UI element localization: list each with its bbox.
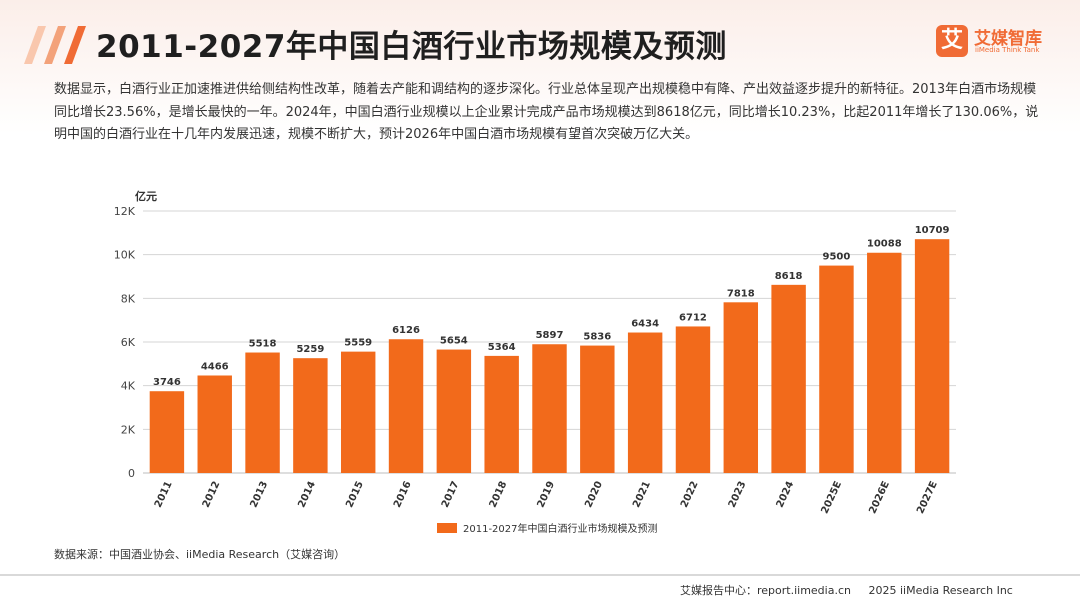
x-tick-label: 2027E [915,479,940,515]
x-tick-label: 2025E [820,479,845,515]
bar [149,391,185,473]
brand-logo: 艾 艾媒智库 iiMedia Think Tank [936,24,1076,64]
x-tick-label: 2014 [296,480,318,510]
x-tick-label: 2024 [775,480,797,510]
bar [723,302,759,473]
x-tick-label: 2012 [201,480,223,510]
x-tick-label: 2016 [392,480,414,510]
data-label: 6126 [392,325,420,336]
x-tick-label: 2017 [440,480,462,510]
data-source: 数据来源：中国酒业协会、iiMedia Research（艾媒咨询） [54,548,346,561]
y-tick-label: 2K [121,423,136,436]
data-label: 10088 [867,239,902,250]
title-slash-decoration [24,26,86,64]
bar [245,352,280,473]
x-tick-label: 2013 [249,480,271,510]
page-title: 2011-2027年中国白酒行业市场规模及预测 [96,29,727,65]
footer-divider [0,574,1080,576]
data-label: 5654 [440,336,468,347]
brand-logo-icon: 艾 [936,25,968,57]
x-tick-label: 2019 [535,480,557,510]
data-label: 5259 [296,344,324,355]
data-label: 4466 [201,361,229,372]
x-tick-label: 2022 [679,480,701,510]
bar [867,252,902,473]
data-label: 7818 [727,288,755,299]
y-tick-label: 6K [121,336,136,349]
bar [532,344,567,473]
data-label: 6712 [679,312,707,323]
bar [771,284,806,473]
data-label: 5518 [249,339,277,350]
bar [914,239,950,473]
data-label: 3746 [153,377,181,388]
bar [388,339,424,473]
data-label: 5364 [488,342,516,353]
footer: 艾媒报告中心：report.iimedia.cn 2025 iiMedia Re… [680,582,1027,598]
data-label: 8618 [775,271,803,282]
x-tick-label: 2018 [488,480,510,510]
y-tick-label: 8K [121,292,136,305]
bar [484,355,519,473]
footer-report-center: 艾媒报告中心：report.iimedia.cn [680,584,851,597]
x-tick-label: 2015 [344,480,366,510]
bar [580,345,615,473]
bar [627,332,663,473]
x-tick-label: 2026E [867,479,892,515]
x-tick-label: 2023 [727,480,749,510]
x-tick-label: 2020 [583,480,605,510]
brand-name: 艾媒智库 [974,29,1042,49]
data-label: 10709 [915,225,950,236]
footer-copyright: 2025 iiMedia Research Inc [868,584,1013,597]
legend-swatch [437,523,457,533]
bar [197,375,232,473]
data-label: 9500 [823,252,851,263]
bar [819,265,854,473]
x-tick-label: 2011 [153,480,175,510]
bar [675,326,711,473]
data-label: 5559 [344,338,372,349]
y-tick-label: 4K [121,380,136,393]
bar [436,349,472,473]
data-label: 5897 [536,330,564,341]
y-tick-label: 12K [114,205,136,218]
description-text: 数据显示，白酒行业正加速推进供给侧结构性改革，随着去产能和调结构的逐步深化。行业… [54,82,1039,142]
legend-label: 2011-2027年中国白酒行业市场规模及预测 [463,522,658,535]
data-label: 5836 [583,332,611,343]
data-label: 6434 [631,319,659,330]
y-tick-label: 0 [128,467,135,480]
x-tick-label: 2021 [631,480,653,510]
y-tick-label: 10K [114,249,136,262]
bar [340,351,376,473]
brand-subtitle: iiMedia Think Tank [975,46,1040,54]
bar [293,358,328,473]
y-axis-unit: 亿元 [135,190,157,203]
